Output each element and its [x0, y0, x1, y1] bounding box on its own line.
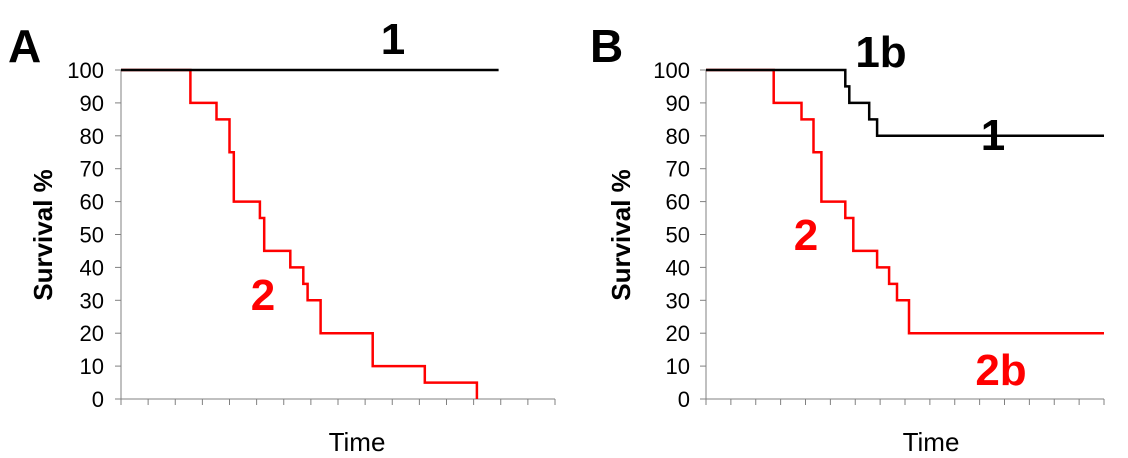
- panel-b-x-axis-label: Time: [903, 427, 960, 457]
- panel-a-y-tick-label: 40: [80, 255, 104, 280]
- panel-b-series-1-line: [706, 68, 1104, 138]
- panel-b-series-1-label: 1: [981, 111, 1005, 160]
- panel-a-y-tick-label: 30: [80, 288, 104, 313]
- panel-a-y-tick-label: 90: [80, 91, 104, 116]
- panel-b-annotation-1b: 1b: [855, 28, 906, 77]
- panel-a-plot-area: 0 10 20 30 40 50 60 70 80 90 100: [67, 58, 556, 412]
- panel-b-y-tick-label: 10: [666, 354, 690, 379]
- panel-b-y-tick-label: 0: [678, 387, 690, 412]
- panel-a-y-tick-label: 50: [80, 223, 104, 248]
- panel-a-y-tick-label: 100: [67, 58, 104, 83]
- panel-b-y-tick-label: 60: [666, 190, 690, 215]
- panel-b-letter: B: [590, 20, 623, 72]
- panel-a-y-tick-label: 10: [80, 354, 104, 379]
- panel-b-y-tick-label: 80: [666, 124, 690, 149]
- panel-a-series-2-line: [121, 68, 479, 399]
- panel-b-y-tick-label: 20: [666, 321, 690, 346]
- panel-a-y-tick-label: 0: [92, 387, 104, 412]
- panel-b: B Survival % Time 0 10 20 30 40 50 60 70 80 90 100…: [590, 20, 1105, 457]
- panel-b-y-tick-label: 100: [653, 58, 690, 83]
- panel-a-x-axis-label: Time: [329, 427, 386, 457]
- panel-b-y-axis-label: Survival %: [606, 169, 636, 301]
- panel-a-y-tick-label: 80: [80, 124, 104, 149]
- panel-a-y-tick-label: 60: [80, 190, 104, 215]
- panel-b-y-tick-label: 90: [666, 91, 690, 116]
- panel-a-y-tick-label: 70: [80, 157, 104, 182]
- panel-b-annotation-2b: 2b: [975, 346, 1026, 395]
- panel-a-series-1-label: 1: [381, 15, 405, 64]
- panel-b-series-2-line: [706, 68, 1104, 335]
- panel-b-y-tick-label: 30: [666, 288, 690, 313]
- panel-b-series-2-label: 2: [794, 211, 818, 260]
- panel-a-letter: A: [8, 20, 41, 72]
- panel-a-y-axis-label: Survival %: [28, 169, 58, 301]
- panel-b-y-tick-label: 40: [666, 255, 690, 280]
- panel-b-plot-area: 0 10 20 30 40 50 60 70 80 90 100: [653, 58, 1105, 412]
- panel-b-y-tick-label: 50: [666, 223, 690, 248]
- panel-a-series-2-label: 2: [251, 271, 275, 320]
- panel-a-y-tick-label: 20: [80, 321, 104, 346]
- panel-b-y-tick-label: 70: [666, 157, 690, 182]
- panel-a: A Survival % Time 0 10 20 30 40 50 60 70 80 90 100…: [8, 15, 556, 457]
